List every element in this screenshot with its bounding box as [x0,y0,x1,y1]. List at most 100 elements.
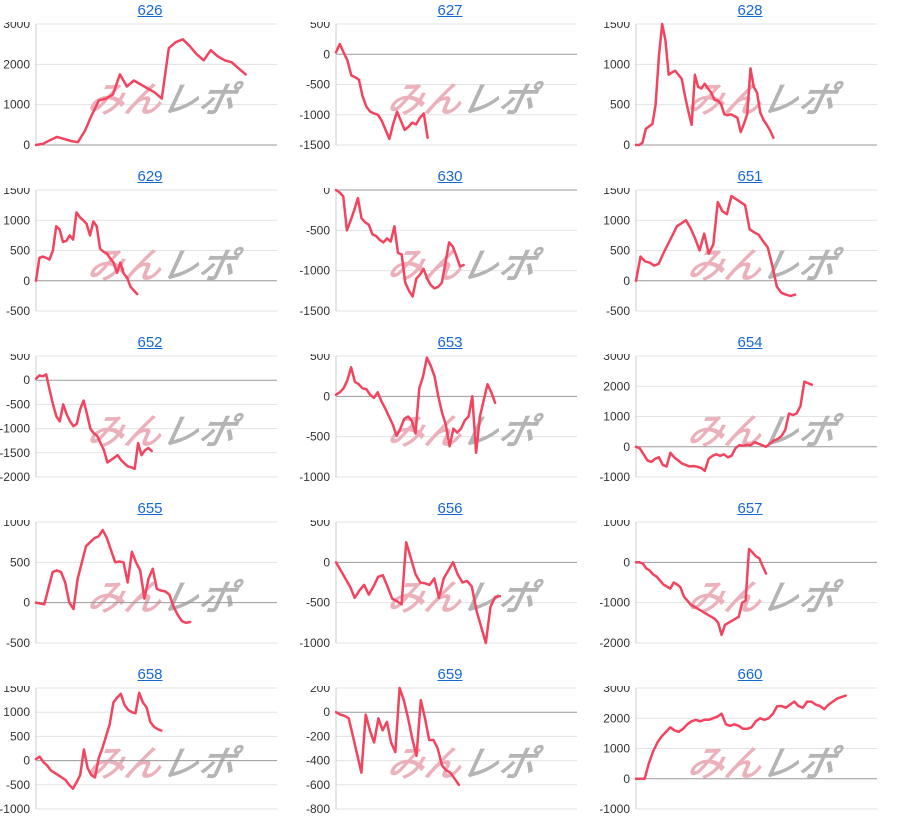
chart-title-link[interactable]: 627 [437,2,463,19]
chart-canvas: みんレポ 0 1000 2000 3000 [3,22,277,152]
y-axis-tick-label: 500 [10,244,30,258]
watermark-repo: レポ [458,577,545,618]
watermark: みんレポ [684,743,845,784]
y-axis-tick-label: 2000 [3,57,30,71]
chart-title-link[interactable]: 656 [437,500,463,517]
series-line [334,188,465,298]
y-axis-tick-label: 0 [23,274,30,288]
chart-title: 651 [600,166,900,188]
chart-plot: みんレポ -500 0 500 1000 [0,520,300,664]
chart-plot: みんレポ -500 0 500 1000 1500 [600,188,900,332]
y-axis-tick-label: 0 [23,138,30,152]
chart-cell: 630 みんレポ -1500 -1000 -500 0 [300,166,600,332]
y-axis-tick-label: -400 [306,754,330,768]
watermark: みんレポ [684,79,845,120]
y-axis-tick-label: -500 [6,304,30,318]
chart-cell: 654 みんレポ -1000 0 1000 2000 3000 [600,332,900,498]
series-line [634,694,847,781]
y-axis-tick-label: 500 [10,555,30,569]
watermark: みんレポ [384,577,545,618]
y-axis-tick-label: -500 [6,636,30,650]
series-line [634,194,797,298]
y-axis-tick-label: -500 [306,430,330,444]
series-line [34,211,139,296]
y-axis-tick-label: -1000 [300,108,330,122]
chart-title-link[interactable]: 658 [137,666,163,683]
chart-title-link[interactable]: 652 [137,334,163,351]
chart-cell: 627 みんレポ -1500 -1000 -500 0 500 [300,0,600,166]
chart-plot: みんレポ -1500 -1000 -500 0 [300,188,600,332]
y-axis-tick-label: -500 [6,778,30,792]
y-axis-tick-label: 3000 [603,354,630,363]
y-axis-tick-label: 1500 [603,188,630,197]
chart-title-link[interactable]: 630 [437,168,463,185]
chart-title-link[interactable]: 629 [137,168,163,185]
y-axis-tick-label: 500 [310,520,330,529]
y-axis-tick-label: 2000 [603,711,630,725]
chart-canvas: みんレポ -1000 -500 0 500 1000 1500 [0,686,277,816]
chart-plot: みんレポ -1000 0 1000 2000 3000 [600,354,900,498]
watermark-repo: レポ [158,743,245,784]
watermark-min: みん [84,411,167,452]
y-axis-tick-label: -1500 [300,138,330,152]
y-axis-tick-label: 0 [623,274,630,288]
y-axis-tick-label: -1000 [600,802,630,816]
y-axis-tick-label: -500 [6,397,30,411]
chart-title-link[interactable]: 628 [737,2,763,19]
chart-title-link[interactable]: 657 [737,500,763,517]
chart-plot: みんレポ -2000 -1500 -1000 -500 0 500 [0,354,300,498]
y-axis-tick-label: 0 [623,440,630,454]
y-axis-tick-label: 3000 [603,686,630,695]
chart-title-link[interactable]: 651 [737,168,763,185]
watermark-min: みん [684,577,767,618]
watermark-repo: レポ [758,411,845,452]
chart-cell: 659 みんレポ -800 -600 -400 -200 0 200 [300,664,600,830]
chart-title: 653 [300,332,600,354]
chart-title: 630 [300,166,600,188]
y-axis-tick-label: 3000 [3,22,30,31]
chart-title: 652 [0,332,300,354]
watermark: みんレポ [384,79,545,120]
y-axis-tick-label: 0 [23,596,30,610]
chart-cell: 652 みんレポ -2000 -1500 -1000 -500 0 500 [0,332,300,498]
y-axis-tick-label: -500 [306,223,330,237]
chart-title: 657 [600,498,900,520]
chart-cell: 655 みんレポ -500 0 500 1000 [0,498,300,664]
y-axis-tick-label: 500 [610,244,630,258]
chart-title: 659 [300,664,600,686]
chart-title-link[interactable]: 659 [437,666,463,683]
y-axis-tick-label: 1500 [603,22,630,31]
watermark-min: みん [84,577,167,618]
chart-plot: みんレポ -2000 -1000 0 1000 [600,520,900,664]
y-axis-tick-label: 0 [23,373,30,387]
watermark: みんレポ [84,79,245,120]
chart-plot: みんレポ -500 0 500 1000 1500 [0,188,300,332]
y-axis-tick-label: 1000 [3,520,30,529]
chart-plot: みんレポ -1000 -500 0 500 [300,520,600,664]
chart-title-link[interactable]: 655 [137,500,163,517]
y-axis-tick-label: 1000 [603,742,630,756]
y-axis-tick-label: 500 [310,22,330,31]
chart-title-link[interactable]: 653 [437,334,463,351]
watermark-repo: レポ [158,577,245,618]
y-axis-tick-label: 500 [10,354,30,363]
y-axis-tick-label: 0 [623,138,630,152]
y-axis-tick-label: 0 [323,389,330,403]
chart-title-link[interactable]: 626 [137,2,163,19]
y-axis-tick-label: 0 [323,47,330,61]
chart-plot: みんレポ 0 500 1000 1500 [600,22,900,166]
y-axis-tick-label: -500 [306,78,330,92]
chart-plot: みんレポ -1500 -1000 -500 0 500 [300,22,600,166]
chart-title-link[interactable]: 654 [737,334,763,351]
series-line [634,380,814,473]
y-axis-tick-label: 1000 [3,705,30,719]
y-axis-tick-label: -1000 [0,802,30,816]
y-axis-tick-label: -2000 [600,636,630,650]
chart-title: 626 [0,0,300,22]
chart-canvas: みんレポ -2000 -1000 0 1000 [600,520,877,650]
chart-title: 656 [300,498,600,520]
y-axis-tick-label: 1500 [3,188,30,197]
chart-cell: 626 みんレポ 0 1000 2000 3000 [0,0,300,166]
chart-title-link[interactable]: 660 [737,666,763,683]
chart-canvas: みんレポ -500 0 500 1000 1500 [3,188,277,318]
